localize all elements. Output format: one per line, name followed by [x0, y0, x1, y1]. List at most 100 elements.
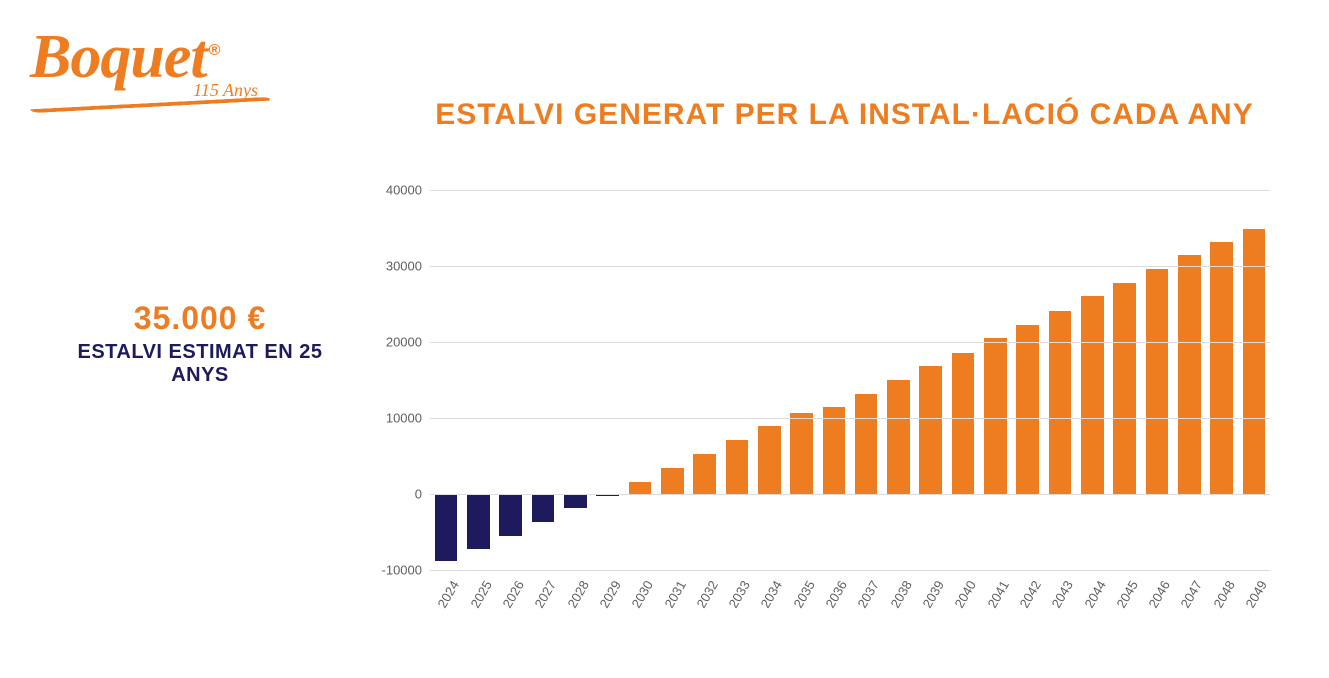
- bar-slot: [947, 190, 979, 570]
- gridline: [430, 418, 1270, 419]
- bar: [758, 426, 781, 494]
- brand-logo: Boquet® 115 Anys: [30, 30, 270, 107]
- x-tick-label: 2037: [855, 578, 882, 611]
- bar-slot: [1044, 190, 1076, 570]
- bar: [1016, 325, 1039, 494]
- y-tick-label: 30000: [360, 259, 422, 274]
- bar: [887, 380, 910, 494]
- plot-area: -10000010000200003000040000: [430, 190, 1270, 570]
- bar-slot: [1141, 190, 1173, 570]
- x-tick-label: 2024: [435, 578, 462, 611]
- bar: [629, 482, 652, 494]
- gridline: [430, 494, 1270, 495]
- bar-slot: [850, 190, 882, 570]
- bar: [467, 494, 490, 549]
- x-tick-label: 2048: [1210, 578, 1237, 611]
- gridline: [430, 342, 1270, 343]
- bar: [1178, 255, 1201, 494]
- x-tick-label: 2045: [1113, 578, 1140, 611]
- bar-slot: [527, 190, 559, 570]
- bar-slot: [753, 190, 785, 570]
- bar: [1113, 283, 1136, 494]
- gridline: [430, 266, 1270, 267]
- bar-slot: [1012, 190, 1044, 570]
- y-tick-label: 40000: [360, 183, 422, 198]
- gridline: [430, 190, 1270, 191]
- summary-caption: ESTALVI ESTIMAT EN 25 ANYS: [50, 341, 350, 387]
- x-tick-label: 2028: [564, 578, 591, 611]
- x-tick-label: 2038: [887, 578, 914, 611]
- bar-slot: [592, 190, 624, 570]
- x-tick-label: 2034: [758, 578, 785, 611]
- bar: [499, 494, 522, 536]
- bar-slot: [1205, 190, 1237, 570]
- bar-slot: [495, 190, 527, 570]
- x-tick-label: 2049: [1243, 578, 1270, 611]
- x-tick-label: 2032: [693, 578, 720, 611]
- bar-slot: [559, 190, 591, 570]
- x-tick-label: 2040: [952, 578, 979, 611]
- y-tick-label: 0: [360, 487, 422, 502]
- bar: [984, 338, 1007, 494]
- y-tick-label: 10000: [360, 411, 422, 426]
- x-tick-label: 2046: [1146, 578, 1173, 611]
- x-tick-label: 2036: [823, 578, 850, 611]
- bar: [790, 413, 813, 494]
- bar-slot: [1173, 190, 1205, 570]
- x-tick-label: 2042: [1016, 578, 1043, 611]
- summary-block: 35.000 € ESTALVI ESTIMAT EN 25 ANYS: [50, 300, 350, 387]
- bar-slot: [462, 190, 494, 570]
- bar-slot: [624, 190, 656, 570]
- brand-name: Boquet®: [30, 30, 270, 86]
- x-tick-label: 2025: [467, 578, 494, 611]
- bar-slot: [656, 190, 688, 570]
- bar-chart: -10000010000200003000040000 202420252026…: [360, 190, 1280, 620]
- bar: [1146, 269, 1169, 494]
- bar-slot: [979, 190, 1011, 570]
- bar-slot: [688, 190, 720, 570]
- bars-container: [430, 190, 1270, 570]
- bar: [661, 468, 684, 494]
- x-tick-label: 2033: [726, 578, 753, 611]
- bar: [919, 366, 942, 494]
- bar-slot: [818, 190, 850, 570]
- y-tick-label: 20000: [360, 335, 422, 350]
- summary-amount: 35.000 €: [50, 300, 350, 337]
- bar: [564, 494, 587, 508]
- bar-slot: [1108, 190, 1140, 570]
- chart-title: ESTALVI GENERAT PER LA INSTAL·LACIÓ CADA…: [420, 98, 1269, 132]
- bar-slot: [915, 190, 947, 570]
- bar: [823, 407, 846, 494]
- bar: [952, 353, 975, 494]
- bar-slot: [721, 190, 753, 570]
- bar-slot: [1238, 190, 1270, 570]
- bar: [693, 454, 716, 494]
- bar: [1081, 296, 1104, 494]
- y-tick-label: -10000: [360, 563, 422, 578]
- x-tick-label: 2039: [920, 578, 947, 611]
- x-axis-labels: 2024202520262027202820292030203120322033…: [430, 570, 1270, 620]
- brand-text: Boquet: [30, 23, 207, 91]
- bar: [726, 440, 749, 494]
- x-tick-label: 2026: [500, 578, 527, 611]
- x-tick-label: 2043: [1049, 578, 1076, 611]
- bar: [1243, 229, 1266, 494]
- bar: [855, 394, 878, 494]
- registered-mark: ®: [209, 42, 220, 59]
- x-tick-label: 2041: [984, 578, 1011, 611]
- x-tick-label: 2044: [1081, 578, 1108, 611]
- bar-slot: [785, 190, 817, 570]
- bar-slot: [430, 190, 462, 570]
- x-tick-label: 2030: [629, 578, 656, 611]
- x-tick-label: 2031: [661, 578, 688, 611]
- bar: [435, 494, 458, 561]
- x-tick-label: 2047: [1178, 578, 1205, 611]
- bar: [1049, 311, 1072, 494]
- bar: [1210, 242, 1233, 494]
- page: Boquet® 115 Anys ESTALVI GENERAT PER LA …: [0, 0, 1329, 678]
- x-tick-label: 2035: [790, 578, 817, 611]
- bar-slot: [882, 190, 914, 570]
- bar: [532, 494, 555, 522]
- x-tick-label: 2029: [596, 578, 623, 611]
- bar-slot: [1076, 190, 1108, 570]
